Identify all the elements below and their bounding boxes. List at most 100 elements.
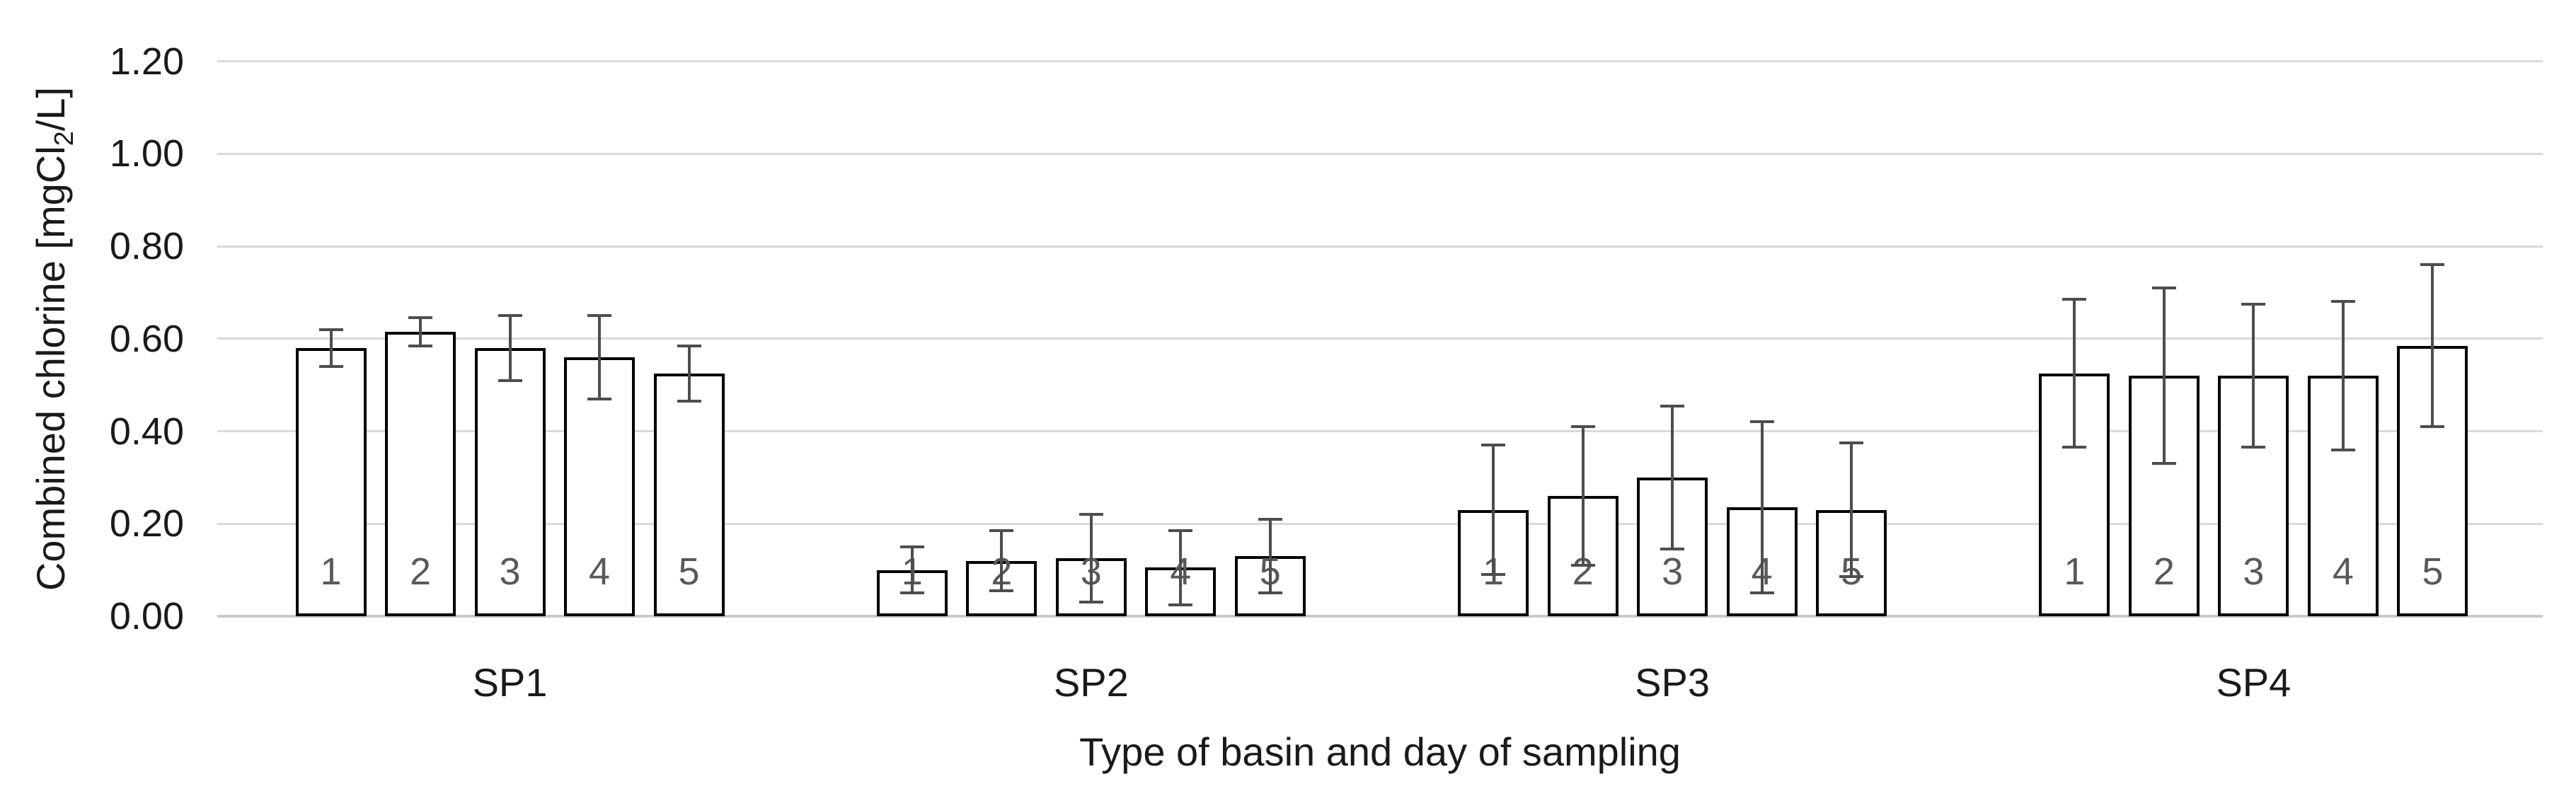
y-axis-title: Combined chlorine [mgCl2/L]: [28, 86, 79, 591]
day-label: 3: [1662, 550, 1684, 593]
error-bar-cap-bottom: [498, 379, 522, 382]
error-bar: [687, 345, 691, 402]
day-label: 2: [2153, 550, 2175, 593]
error-bar-cap-top: [498, 314, 522, 318]
error-bar-cap-top: [1168, 529, 1193, 533]
error-bar-cap-bottom: [2241, 446, 2266, 449]
bar-day-1-SP1: [295, 347, 367, 616]
gridline: [217, 430, 2543, 433]
y-axis-title-suffix: /L]: [28, 86, 73, 132]
y-tick-label: 0.20: [109, 502, 184, 545]
error-bar-cap-top: [1570, 424, 1595, 428]
error-bar: [2431, 265, 2434, 427]
gridline: [217, 152, 2543, 155]
day-label: 5: [678, 550, 700, 593]
error-bar: [1000, 531, 1004, 591]
error-bar: [1581, 426, 1585, 566]
error-bar-cap-top: [899, 545, 924, 548]
error-bar-cap-top: [318, 328, 343, 331]
x-axis-line: [217, 615, 2543, 618]
error-bar-cap-top: [1481, 444, 1506, 447]
error-bar-cap-top: [1660, 404, 1685, 408]
error-bar-cap-bottom: [1570, 564, 1595, 567]
x-axis-title: Type of basin and day of sampling: [1079, 729, 1681, 774]
day-label: 1: [2064, 550, 2086, 593]
error-bar-cap-bottom: [1660, 548, 1685, 551]
x-category-label-SP1: SP1: [472, 660, 548, 705]
error-bar-cap-bottom: [1749, 591, 1774, 595]
bar-day-2-SP1: [385, 331, 456, 616]
error-bar-cap-bottom: [2062, 446, 2087, 449]
error-bar: [1671, 405, 1674, 550]
error-bar: [2073, 299, 2076, 448]
day-label: 5: [2422, 550, 2444, 593]
error-bar: [1268, 519, 1272, 594]
error-bar-cap-bottom: [587, 397, 611, 400]
error-bar-cap-top: [408, 316, 432, 320]
error-bar-cap-top: [2420, 263, 2445, 267]
error-bar: [1850, 442, 1853, 577]
error-bar-cap-top: [2330, 300, 2355, 304]
error-bar-cap-bottom: [408, 344, 432, 347]
error-bar-cap-bottom: [1481, 573, 1506, 577]
day-label: 2: [409, 550, 432, 593]
day-label: 1: [320, 550, 342, 593]
gridline: [217, 337, 2543, 340]
error-bar-cap-top: [989, 529, 1014, 533]
error-bar: [419, 318, 422, 346]
x-category-label-SP3: SP3: [1635, 660, 1710, 705]
error-bar: [598, 316, 601, 399]
day-label: 3: [499, 550, 521, 593]
error-bar: [1179, 531, 1183, 605]
error-bar-cap-bottom: [989, 589, 1014, 593]
error-bar: [1089, 514, 1093, 603]
error-bar: [329, 329, 333, 366]
error-bar-cap-top: [2241, 302, 2266, 306]
error-bar-cap-bottom: [2330, 448, 2355, 451]
gridline: [217, 522, 2543, 525]
error-bar-cap-bottom: [899, 591, 924, 595]
error-bar: [508, 316, 512, 381]
error-bar-cap-top: [677, 344, 701, 347]
day-label: 3: [2243, 550, 2265, 593]
error-bar-cap-bottom: [677, 400, 701, 403]
error-bar-cap-top: [1258, 517, 1282, 521]
error-bar-cap-bottom: [1079, 601, 1103, 604]
error-bar: [2162, 287, 2166, 464]
y-tick-label: 0.80: [109, 225, 184, 268]
y-tick-label: 0.00: [109, 595, 184, 637]
bar-day-5-SP1: [653, 373, 725, 616]
y-axis-title-subscript: 2: [50, 131, 80, 146]
error-bar: [1492, 445, 1495, 575]
x-category-label-SP4: SP4: [2216, 660, 2292, 705]
x-category-label-SP2: SP2: [1053, 660, 1129, 705]
day-label: 4: [588, 550, 611, 593]
error-bar: [2252, 304, 2255, 448]
error-bar: [1760, 422, 1764, 594]
error-bar: [2341, 301, 2345, 450]
error-bar-cap-bottom: [318, 365, 343, 368]
y-axis-title-text: Combined chlorine [mgCl: [28, 146, 73, 591]
gridline: [217, 60, 2543, 63]
error-bar-cap-top: [2151, 286, 2176, 289]
error-bar-cap-bottom: [2151, 462, 2176, 466]
y-tick-label: 0.60: [109, 317, 184, 360]
error-bar-cap-top: [1749, 420, 1774, 424]
y-tick-label: 1.00: [109, 132, 184, 175]
y-tick-label: 1.20: [109, 40, 184, 83]
error-bar-cap-top: [587, 314, 611, 318]
error-bar-cap-bottom: [1258, 591, 1282, 595]
bar-day-3-SP1: [474, 347, 546, 616]
error-bar-cap-top: [2062, 298, 2087, 301]
day-label: 4: [2332, 550, 2354, 593]
y-tick-label: 0.40: [109, 410, 184, 453]
error-bar-cap-bottom: [1839, 575, 1864, 579]
bar-day-4-SP1: [564, 357, 635, 616]
gridline: [217, 245, 2543, 248]
error-bar-cap-top: [1839, 441, 1864, 444]
error-bar-cap-top: [1079, 513, 1103, 516]
error-bar: [910, 546, 914, 594]
error-bar-cap-bottom: [1168, 603, 1193, 606]
error-bar-cap-bottom: [2420, 424, 2445, 428]
